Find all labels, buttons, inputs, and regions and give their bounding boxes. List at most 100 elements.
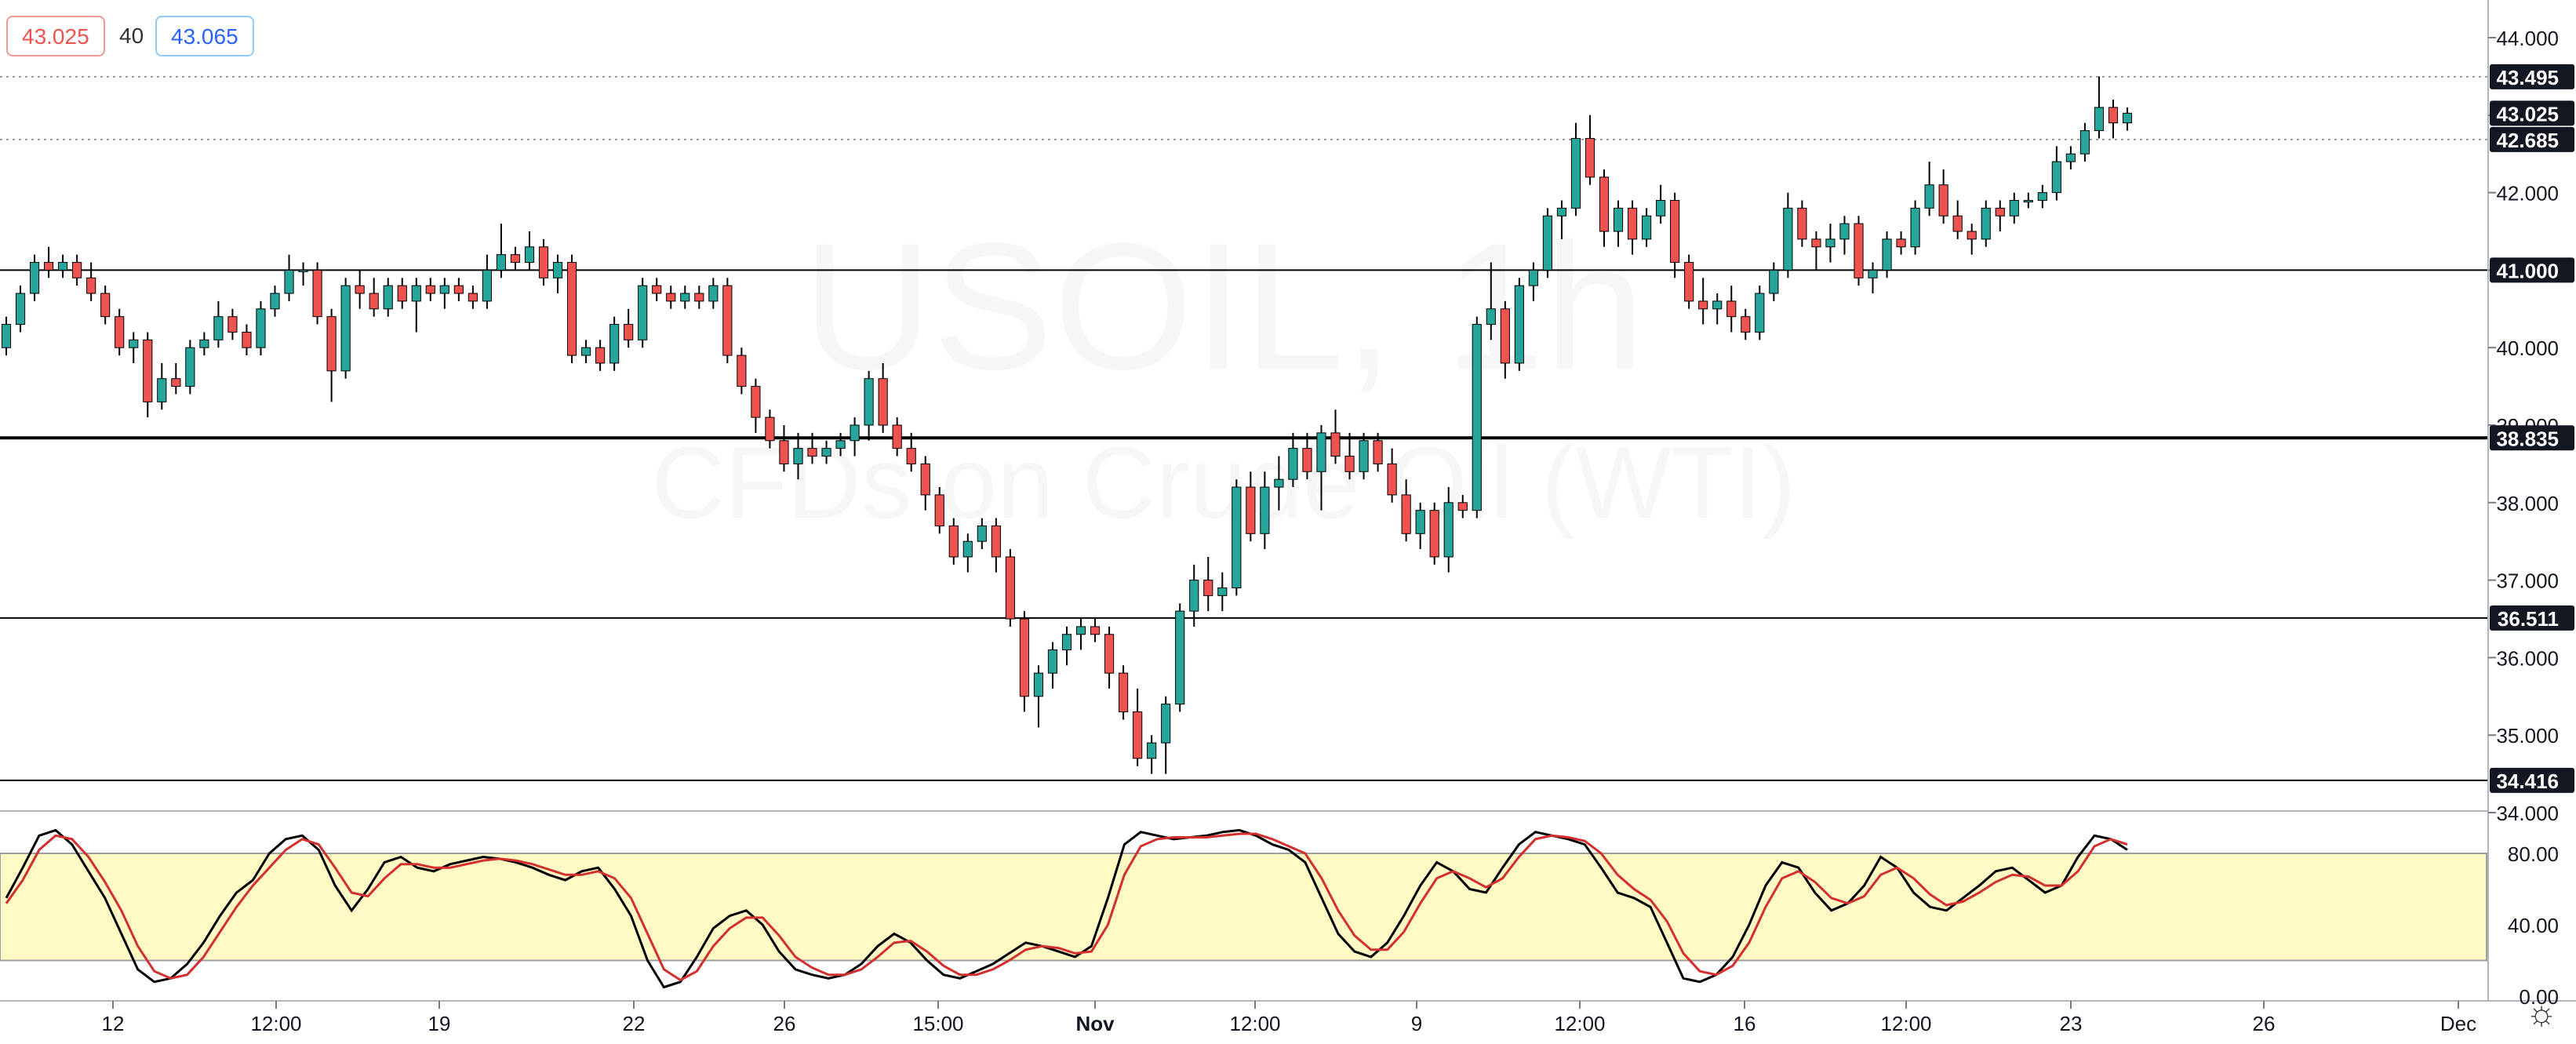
candle-up: [1443, 502, 1454, 558]
bid-price-box[interactable]: 43.025: [6, 16, 105, 56]
candle-down: [425, 285, 435, 294]
candle-down: [538, 246, 549, 278]
candle-down: [934, 494, 944, 526]
candle-down: [1429, 510, 1439, 558]
candle-up: [1542, 215, 1552, 271]
candle-up: [411, 285, 421, 302]
candle-down: [171, 378, 181, 387]
candle-up: [850, 424, 860, 442]
price-level-label-bg: [2490, 767, 2574, 793]
price-level-label-bg: [2490, 257, 2574, 283]
price-level-label-bg: [2490, 605, 2574, 631]
price-level-label-bg: [2490, 425, 2574, 451]
candle-up: [962, 540, 973, 558]
candle-up: [1, 324, 12, 348]
candle-down: [1698, 300, 1708, 310]
candle-down: [1119, 672, 1129, 713]
candle-down: [1585, 137, 1595, 178]
candle-down: [948, 525, 959, 558]
candle-down: [878, 378, 888, 426]
candle-up: [1769, 269, 1779, 294]
price-tick-label: 40.000: [2496, 336, 2559, 360]
candle-down: [1995, 207, 2005, 216]
price-level-label: 34.416: [2496, 769, 2559, 793]
candle-up: [129, 339, 139, 348]
candle-down: [369, 293, 379, 310]
stochastic-d-line: [5, 832, 2128, 982]
watermark-description: CFDs on Crude Oil (WTI): [651, 425, 1796, 540]
candle-down: [1344, 456, 1355, 472]
candle-down: [991, 525, 1001, 558]
candle-up: [1189, 580, 1199, 612]
candle-down: [765, 417, 775, 442]
candle-up: [1316, 432, 1326, 472]
candle-up: [1882, 238, 1892, 271]
candle-up: [482, 269, 492, 302]
candle-down: [666, 293, 676, 302]
candle-down: [1401, 494, 1411, 534]
candle-down: [1684, 262, 1694, 302]
osc-tick-label: 80.00: [2508, 842, 2559, 866]
candle-up: [1825, 238, 1836, 248]
candle-up: [298, 269, 308, 272]
candle-down: [453, 285, 464, 294]
price-level-label: 38.835: [2496, 427, 2559, 450]
candle-up: [1161, 704, 1171, 744]
candle-down: [722, 285, 733, 356]
price-tick-label: 38.000: [2496, 492, 2559, 515]
candle-up: [1868, 269, 1878, 278]
candle-up: [680, 293, 690, 302]
candle-up: [185, 347, 195, 387]
osc-tick-label: 40.00: [2508, 914, 2559, 937]
candle-up: [1232, 486, 1242, 588]
candle-up: [2037, 192, 2047, 201]
candle-down: [1302, 448, 1312, 472]
candle-down: [779, 440, 789, 464]
candle-down: [86, 277, 96, 294]
price-tick-label: 37.000: [2496, 569, 2559, 593]
candle-down: [1457, 502, 1468, 511]
candle-down: [624, 324, 634, 340]
candle-down: [468, 293, 478, 302]
gear-icon[interactable]: ☼: [2525, 994, 2558, 1032]
candle-down: [43, 262, 54, 271]
candle-up: [2094, 107, 2105, 132]
candle-up: [552, 262, 563, 278]
ask-price-box[interactable]: 43.065: [155, 16, 254, 56]
oscillator-band: [0, 853, 2487, 962]
time-axis-label: 22: [623, 1012, 646, 1035]
candle-down: [1203, 580, 1213, 596]
candle-up: [58, 262, 68, 271]
candle-down: [694, 293, 704, 302]
candle-down: [1005, 556, 1015, 620]
candle-up: [157, 378, 167, 402]
candle-down: [2108, 107, 2119, 124]
candle-down: [1599, 176, 1610, 232]
candle-up: [270, 293, 280, 310]
candle-up: [1556, 207, 1567, 216]
candle-down: [397, 285, 407, 302]
candle-up: [2051, 161, 2061, 194]
time-axis-label: 12:00: [250, 1012, 301, 1035]
candle-up: [1656, 199, 1666, 216]
candle-down: [72, 262, 82, 278]
candle-up: [524, 246, 535, 264]
candle-up: [284, 269, 294, 294]
candle-down: [1627, 207, 1638, 240]
candle-down: [227, 316, 238, 333]
candle-down: [1896, 238, 1906, 248]
candle-up: [1033, 672, 1044, 697]
candle-up: [496, 254, 507, 271]
candle-down: [652, 285, 662, 294]
candle-down: [1967, 231, 1977, 240]
candle-up: [1359, 440, 1369, 472]
candle-up: [1910, 207, 1920, 248]
candle-up: [609, 324, 620, 364]
candle-up: [1288, 448, 1298, 480]
price-level-label-bg: [2490, 64, 2574, 89]
candle-down: [807, 448, 817, 457]
stochastic-k-line: [5, 828, 2128, 989]
candle-up: [2023, 199, 2033, 202]
